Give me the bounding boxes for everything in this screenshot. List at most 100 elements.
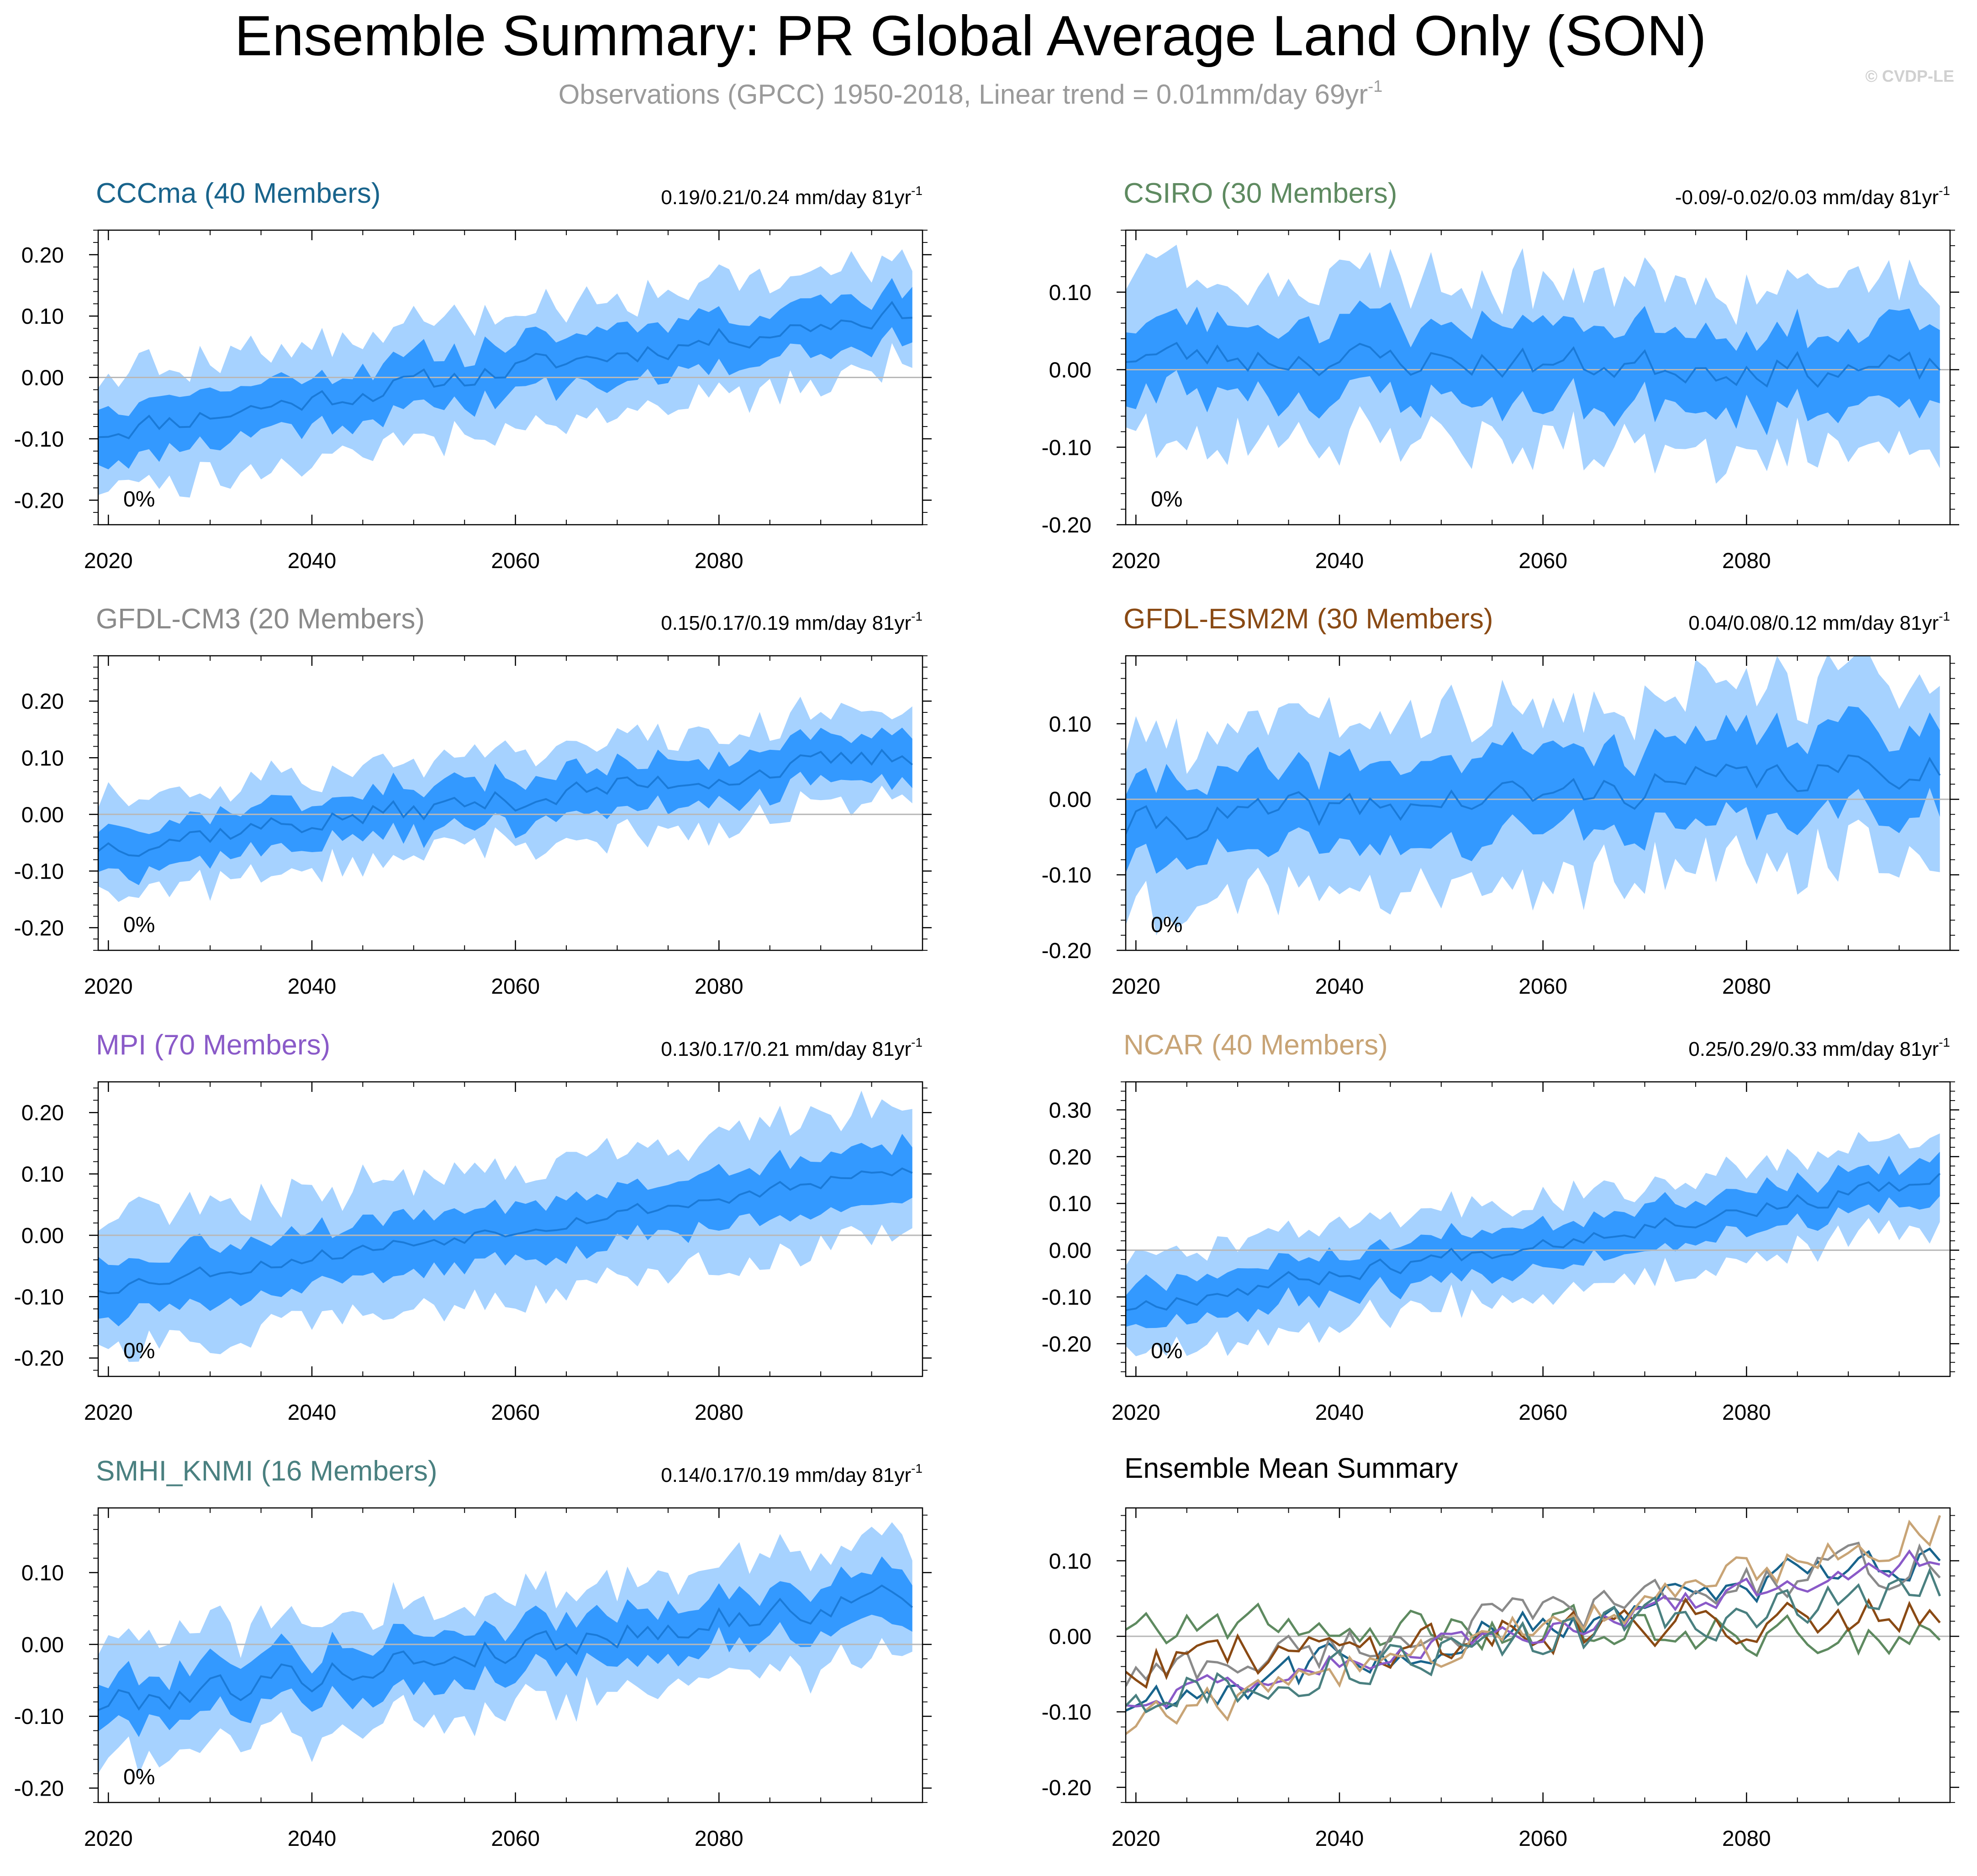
x-tick-label: 2080 [1722, 549, 1771, 573]
panel-title: CCCma (40 Members) [96, 178, 381, 209]
x-tick-label: 2040 [288, 1401, 337, 1425]
x-tick-label: 2020 [1112, 1401, 1160, 1425]
x-tick-label: 2080 [1722, 1401, 1771, 1425]
percent-label: 0% [1151, 487, 1182, 511]
x-tick-label: 2060 [1518, 1401, 1567, 1425]
chart-svg: 2020 2040 2060 2080 -0.20 -0.10 0.00 0.10 0.20 0% [14, 655, 932, 999]
x-tick-label: 2080 [695, 975, 743, 999]
ensemble-mean-line [1126, 1173, 1941, 1312]
x-tick-label: 2060 [491, 1827, 540, 1851]
inner-spread-band [1126, 300, 1940, 436]
figure-subtitle: Observations (GPCC) 1950-2018, Linear tr… [0, 77, 1941, 110]
y-tick-label: 0.10 [21, 305, 64, 329]
percent-label: 0% [123, 1339, 155, 1363]
panel-trend-stats: 0.04/0.08/0.12 mm/day 81yr-1 [1688, 609, 1950, 635]
x-tick-label: 2080 [1722, 975, 1771, 999]
trend-stats-exponent: -1 [911, 609, 923, 623]
subtitle-text: Observations (GPCC) 1950-2018, Linear tr… [558, 79, 1368, 110]
chart-panel-1: CCCma (40 Members) 0.19/0.21/0.24 mm/day … [0, 174, 968, 598]
x-tick-label: 2020 [84, 1401, 133, 1425]
x-tick-label: 2040 [1315, 549, 1364, 573]
percent-label: 0% [123, 487, 155, 511]
x-tick-label: 2020 [84, 1827, 133, 1851]
chart-svg: 2020 2040 2060 2080 -0.20 -0.10 0.00 0.10 0.20 0% [14, 229, 932, 573]
chart-panel-3: GFDL-CM3 (20 Members) 0.15/0.17/0.19 mm/d… [0, 599, 968, 1024]
y-tick-label: 0.10 [1049, 1192, 1091, 1216]
panel-trend-stats: 0.19/0.21/0.24 mm/day 81yr-1 [661, 184, 923, 209]
percent-label: 0% [1151, 913, 1182, 937]
y-tick-label: -0.10 [1042, 864, 1091, 888]
plot-area [98, 1091, 923, 1362]
y-tick-label: -0.10 [14, 859, 64, 884]
ensemble-mean-line [98, 1584, 913, 1711]
figure-title: Ensemble Summary: PR Global Average Land… [234, 5, 1707, 68]
panel-trend-stats: 0.14/0.17/0.19 mm/day 81yr-1 [661, 1461, 923, 1487]
trend-stats-text: 0.04/0.08/0.12 mm/day 81yr [1688, 612, 1939, 634]
y-tick-label: 0.10 [21, 746, 64, 770]
trend-stats-text: 0.15/0.17/0.19 mm/day 81yr [661, 612, 912, 634]
percent-label: 0% [1151, 1339, 1182, 1363]
plot-frame [97, 1081, 923, 1377]
y-tick-label: 0.00 [21, 803, 64, 827]
trend-stats-exponent: -1 [1939, 1035, 1950, 1049]
y-tick-label: 0.10 [1049, 712, 1091, 737]
inner-spread-band [1126, 1152, 1940, 1328]
plot-frame [1125, 229, 1951, 526]
plot-area [98, 696, 923, 902]
y-tick-label: -0.20 [1042, 939, 1091, 963]
trend-stats-text: 0.13/0.17/0.21 mm/day 81yr [661, 1038, 912, 1060]
x-tick-label: 2060 [491, 975, 540, 999]
series-line-gfdl-esm2m [1126, 1597, 1941, 1689]
percent-label: 0% [123, 913, 155, 937]
plot-area [1126, 1132, 1950, 1356]
chart-panel-4: GFDL-ESM2M (30 Members) 0.04/0.08/0.12 mm… [1028, 599, 1977, 1024]
trend-stats-text: 0.19/0.21/0.24 mm/day 81yr [661, 186, 912, 209]
plot-frame [1125, 1507, 1951, 1803]
y-tick-label: 0.00 [1049, 1625, 1091, 1649]
x-tick-label: 2060 [1518, 1827, 1567, 1851]
y-tick-label: -0.20 [1042, 513, 1091, 538]
x-tick-label: 2060 [1518, 549, 1567, 573]
chart-svg: 2020 2040 2060 2080 -0.20 -0.10 0.00 0.10 [1042, 1507, 1959, 1851]
plot-area [98, 249, 923, 498]
y-tick-label: 0.00 [21, 1633, 64, 1657]
trend-stats-text: 0.25/0.29/0.33 mm/day 81yr [1688, 1038, 1939, 1060]
panel-trend-stats: 0.25/0.29/0.33 mm/day 81yr-1 [1688, 1035, 1950, 1061]
trend-stats-text: -0.09/-0.02/0.03 mm/day 81yr [1675, 186, 1939, 209]
plot-frame [1125, 1081, 1951, 1377]
y-tick-label: 0.00 [21, 366, 64, 390]
x-tick-label: 2080 [695, 1827, 743, 1851]
panel-title: CSIRO (30 Members) [1123, 178, 1397, 209]
plot-area [1126, 244, 1950, 484]
x-tick-label: 2020 [1112, 975, 1160, 999]
ensemble-mean-line [1126, 342, 1941, 388]
ensemble-mean-line [98, 748, 913, 857]
x-tick-label: 2060 [491, 549, 540, 573]
y-tick-label: -0.20 [1042, 1776, 1091, 1800]
chart-svg: 2020 2040 2060 2080 -0.20 -0.10 0.00 0.10 0.20 0.… [1042, 1081, 1959, 1425]
y-tick-label: -0.10 [14, 1705, 64, 1729]
chart-svg: 2020 2040 2060 2080 -0.20 -0.10 0.00 0.10 0% [14, 1507, 932, 1851]
y-tick-label: 0.10 [21, 1561, 64, 1586]
series-line-gfdl-cm3 [1126, 1541, 1941, 1687]
chart-panel-5: MPI (70 Members) 0.13/0.17/0.21 mm/day 81… [0, 1025, 968, 1450]
series-line-ncar [1126, 1515, 1941, 1735]
trend-stats-text: 0.14/0.17/0.19 mm/day 81yr [661, 1464, 912, 1486]
y-tick-label: 0.00 [1049, 788, 1091, 812]
y-tick-label: -0.20 [14, 1347, 64, 1371]
inner-spread-band [98, 1556, 912, 1737]
panel-title: MPI (70 Members) [96, 1029, 331, 1061]
y-tick-label: -0.10 [14, 1285, 64, 1309]
inner-spread-band [98, 1133, 912, 1327]
y-tick-label: 0.10 [1049, 281, 1091, 305]
plot-frame [97, 1507, 923, 1803]
y-tick-label: -0.10 [1042, 436, 1091, 460]
panel-trend-stats: 0.15/0.17/0.19 mm/day 81yr-1 [661, 609, 923, 635]
y-tick-label: 0.20 [21, 1101, 64, 1125]
plot-area [1126, 656, 1950, 936]
plot-frame [1125, 655, 1951, 951]
panel-title: GFDL-CM3 (20 Members) [96, 603, 425, 635]
x-tick-label: 2080 [1722, 1827, 1771, 1851]
chart-panel-6: NCAR (40 Members) 0.25/0.29/0.33 mm/day 8… [1028, 1025, 1977, 1450]
y-tick-label: -0.20 [1042, 1332, 1091, 1356]
